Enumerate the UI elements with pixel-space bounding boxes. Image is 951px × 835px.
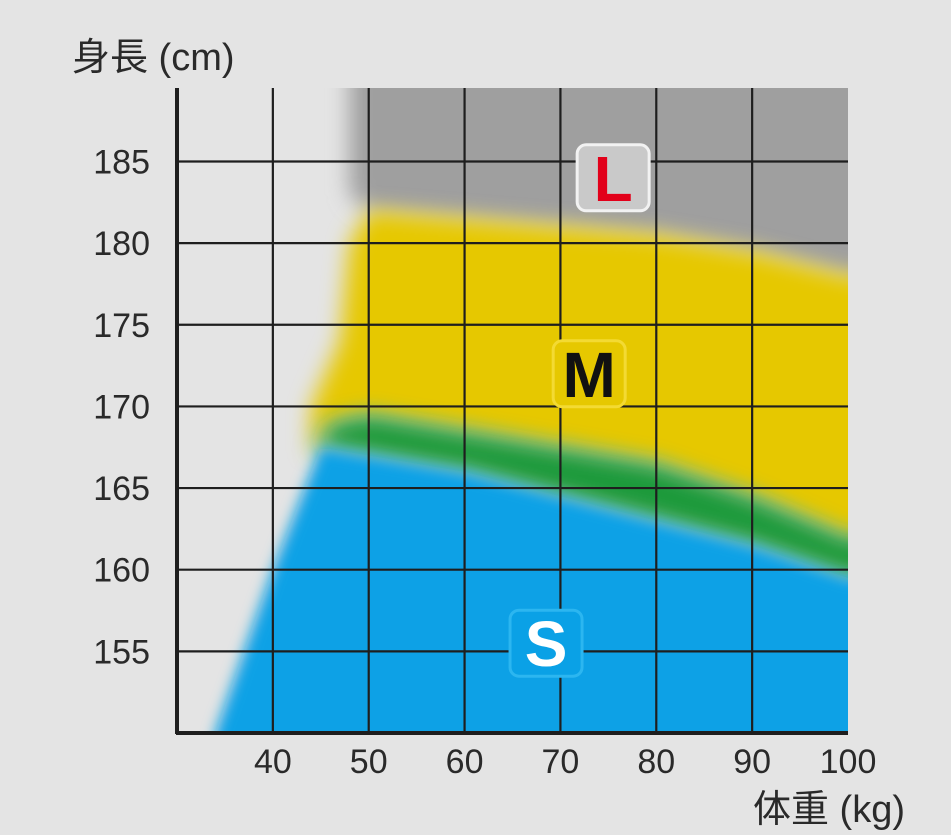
x-tick-label-80: 80 [637,743,675,781]
tick-labels: 40 50 60 70 80 90 100 155 160 165 170 175 180 185 [93,143,876,781]
y-tick-label-165: 165 [93,470,150,508]
size-label-M-box [551,339,627,409]
size-label-S-box [508,608,584,678]
x-tick-label-70: 70 [542,743,580,781]
y-tick-label-175: 175 [93,307,150,345]
size-label-L-box [575,143,651,213]
region-S [215,447,848,733]
y-tick-label-180: 180 [93,225,150,263]
x-tick-label-100: 100 [820,743,877,781]
region-S-M-overlap [311,414,848,578]
size-labels: L M S [508,143,651,680]
size-label-S: S [525,608,568,680]
x-tick-label-40: 40 [254,743,292,781]
y-tick-label-185: 185 [93,143,150,181]
y-tick-label-170: 170 [93,388,150,426]
grid-lines [175,88,848,735]
x-tick-label-50: 50 [350,743,388,781]
y-axis-title: 身長 (cm) [72,37,235,79]
size-label-M: M [563,339,616,411]
size-label-L: L [594,143,633,215]
x-axis-title: 体重 (kg) [753,789,905,830]
y-tick-label-160: 160 [93,552,150,590]
x-tick-label-90: 90 [733,743,771,781]
x-tick-label-60: 60 [446,743,484,781]
y-tick-label-155: 155 [93,633,150,671]
